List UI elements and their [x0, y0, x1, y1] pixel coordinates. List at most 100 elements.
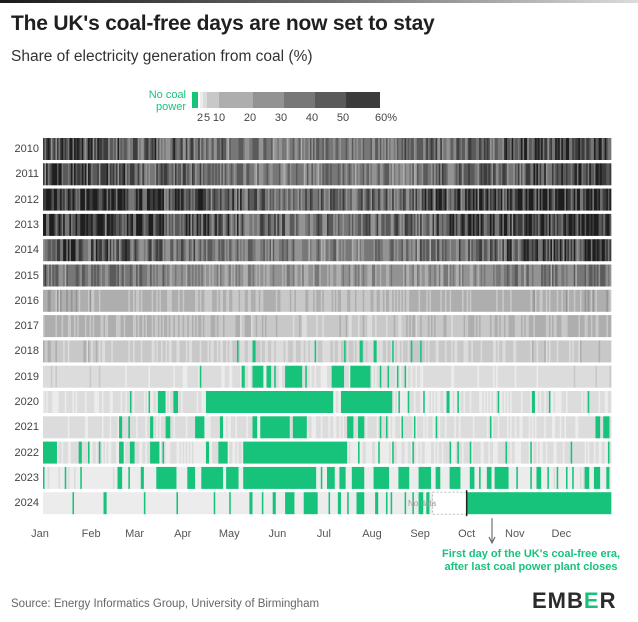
- heatmap-cell: [364, 138, 371, 160]
- heatmap-cell: [280, 289, 291, 312]
- heatmap-cell: [241, 239, 244, 262]
- heatmap-cell: [173, 239, 177, 262]
- x-tick-label: Jul: [316, 528, 331, 540]
- heatmap-cell: [94, 239, 97, 262]
- heatmap-cell: [489, 239, 492, 262]
- heatmap-cell: [336, 264, 342, 287]
- heatmap-cell: [426, 289, 429, 312]
- heatmap-cell: [507, 163, 509, 186]
- heatmap-cell: [409, 315, 412, 338]
- heatmap-cell: [589, 391, 599, 413]
- heatmap-cell: [520, 441, 530, 464]
- heatmap-cell: [340, 315, 346, 338]
- heatmap-cell: [249, 213, 253, 236]
- heatmap-cell: [210, 138, 213, 160]
- heatmap-cell: [122, 188, 125, 211]
- heatmap-cell: [176, 163, 179, 186]
- heatmap-cell: [308, 340, 311, 363]
- heatmap-cell: [390, 188, 393, 211]
- heatmap-cell: [359, 264, 362, 287]
- heatmap-cell: [457, 441, 460, 464]
- heatmap-cell: [254, 163, 256, 186]
- heatmap-cell: [342, 264, 345, 287]
- heatmap-cell: [440, 138, 443, 160]
- heatmap-cell: [423, 239, 426, 262]
- heatmap-cell: [74, 466, 76, 489]
- heatmap-cell: [244, 315, 252, 338]
- heatmap-cell: [583, 466, 585, 489]
- heatmap-cell: [134, 239, 137, 262]
- heatmap-cell: [598, 315, 607, 338]
- heatmap-cell: [468, 163, 471, 186]
- heatmap-cell: [330, 163, 332, 186]
- heatmap-cell: [272, 163, 280, 186]
- heatmap-cell: [465, 315, 469, 338]
- heatmap-cell: [320, 365, 328, 388]
- heatmap-cell: [91, 365, 100, 388]
- heatmap-cell: [52, 163, 58, 186]
- heatmap-cell: [215, 188, 219, 211]
- heatmap-cell: [308, 138, 311, 160]
- heatmap-cell: [243, 466, 317, 489]
- heatmap-cell: [586, 239, 589, 262]
- heatmap-cell: [322, 416, 329, 439]
- heatmap-cell: [545, 441, 548, 464]
- heatmap-cell: [233, 264, 236, 287]
- heatmap-cell: [420, 188, 423, 211]
- heatmap-cell: [548, 188, 551, 211]
- heatmap-cell: [441, 138, 444, 160]
- heatmap-cell: [600, 416, 604, 439]
- heatmap-cell: [503, 315, 506, 338]
- heatmap-cell: [112, 239, 115, 262]
- heatmap-cell: [193, 441, 207, 464]
- heatmap-cell: [103, 492, 107, 515]
- heatmap-cell: [570, 188, 573, 211]
- heatmap-cell: [438, 239, 441, 262]
- heatmap-cell: [561, 264, 565, 287]
- heatmap-cell: [412, 239, 416, 262]
- heatmap-cell: [474, 416, 488, 439]
- heatmap-cell: [115, 315, 121, 338]
- heatmap-cell: [148, 163, 151, 186]
- heatmap-cell: [365, 188, 368, 211]
- heatmap-cell: [502, 213, 505, 236]
- heatmap-cell: [548, 391, 551, 413]
- heatmap-cell: [593, 188, 598, 211]
- heatmap-cell: [244, 138, 250, 160]
- heatmap-cell: [213, 138, 218, 160]
- heatmap-cell: [600, 466, 607, 489]
- heatmap-cell: [143, 138, 146, 160]
- heatmap-cell: [195, 188, 199, 211]
- legend-swatch: [315, 92, 346, 108]
- heatmap-cell: [125, 315, 134, 338]
- heatmap-cell: [125, 264, 131, 287]
- legend-tick-label: 2: [196, 112, 204, 124]
- heatmap-cell: [395, 340, 398, 363]
- heatmap-cell: [89, 289, 92, 312]
- heatmap-cell: [302, 188, 306, 211]
- heatmap-cell: [86, 163, 89, 186]
- heatmap-cell: [354, 163, 357, 186]
- heatmap-cell: [513, 239, 516, 262]
- heatmap-cell: [401, 416, 404, 439]
- heatmap-cell: [193, 138, 196, 160]
- heatmap-cell: [323, 315, 340, 338]
- heatmap-cell: [75, 289, 78, 312]
- heatmap-cell: [285, 340, 289, 363]
- heatmap-cell: [55, 239, 58, 262]
- heatmap-cell: [503, 289, 511, 312]
- heatmap-cell: [145, 239, 148, 262]
- heatmap-cell: [480, 315, 491, 338]
- heatmap-cell: [511, 213, 514, 236]
- heatmap-cell: [330, 416, 334, 439]
- heatmap-cell: [485, 188, 488, 211]
- heatmap-cell: [119, 163, 121, 186]
- heatmap-cell: [181, 213, 184, 236]
- heatmap-cell: [527, 138, 530, 160]
- heatmap-cell: [603, 416, 610, 439]
- heatmap-cell: [199, 289, 202, 312]
- heatmap-cell: [415, 315, 418, 338]
- heatmap-cell: [202, 138, 205, 160]
- heatmap-cell: [185, 416, 188, 439]
- heatmap-cell: [153, 213, 156, 236]
